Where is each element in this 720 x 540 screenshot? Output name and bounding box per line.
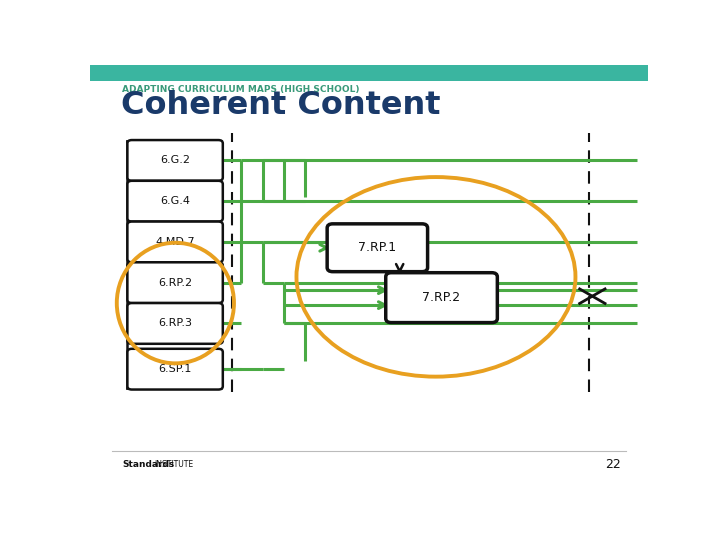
FancyBboxPatch shape <box>386 273 498 322</box>
FancyBboxPatch shape <box>127 221 222 262</box>
Text: 7.RP.1: 7.RP.1 <box>359 241 397 254</box>
Text: 6.RP.2: 6.RP.2 <box>158 278 192 288</box>
FancyBboxPatch shape <box>327 224 428 272</box>
FancyBboxPatch shape <box>127 262 222 303</box>
FancyBboxPatch shape <box>127 303 222 344</box>
Text: 22: 22 <box>606 458 621 471</box>
Text: Standards: Standards <box>122 460 175 469</box>
Text: 6.G.2: 6.G.2 <box>160 156 190 165</box>
Text: Coherent Content: Coherent Content <box>121 90 440 121</box>
FancyBboxPatch shape <box>127 140 222 181</box>
FancyBboxPatch shape <box>127 181 222 221</box>
FancyBboxPatch shape <box>90 65 648 80</box>
Text: 6.SP.1: 6.SP.1 <box>158 364 192 374</box>
Text: 4.MD.7: 4.MD.7 <box>156 237 195 247</box>
Text: 6.G.4: 6.G.4 <box>160 196 190 206</box>
Text: INSTITUTE: INSTITUTE <box>154 460 193 469</box>
Text: 6.RP.3: 6.RP.3 <box>158 319 192 328</box>
FancyBboxPatch shape <box>127 349 222 389</box>
Text: ADAPTING CURRICULUM MAPS (HIGH SCHOOL): ADAPTING CURRICULUM MAPS (HIGH SCHOOL) <box>122 85 360 94</box>
Text: 7.RP.2: 7.RP.2 <box>423 291 461 304</box>
